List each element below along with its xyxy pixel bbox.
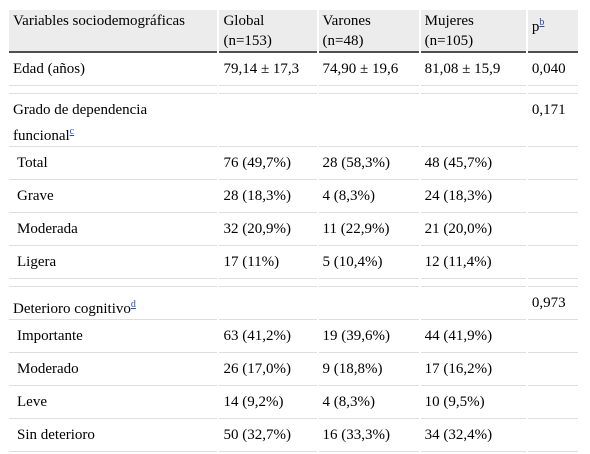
cell-men: 9 (18,8%) (318, 355, 419, 386)
dependencia-p: 0,171 (527, 96, 578, 147)
dependencia-women (420, 96, 526, 147)
header-global-n: (n=153) (223, 33, 272, 49)
edad-p: 0,040 (527, 55, 578, 86)
table-header-row: Variables sociodemográficas Global (n=153… (9, 10, 578, 53)
cell-women: 24 (18,3%) (420, 182, 526, 213)
cell-women: 10 (9,5%) (420, 388, 526, 419)
cell-women: 17 (16,2%) (420, 355, 526, 386)
edad-women: 81,08 ± 15,9 (420, 55, 526, 86)
cell-p (527, 322, 578, 353)
dependencia-label-line2: funcional (13, 128, 70, 144)
cell-men: 16 (33,3%) (318, 421, 419, 452)
sociodemographic-table: Variables sociodemográficas Global (n=153… (7, 8, 580, 454)
table-row: Grave 28 (18,3%) 4 (8,3%) 24 (18,3%) (9, 182, 578, 213)
header-women-name: Mujeres (424, 13, 474, 29)
table-row-dependencia: Grado de dependencia funcionalc 0,171 (9, 96, 578, 147)
cell-men: 4 (8,3%) (318, 182, 419, 213)
dependencia-label-line1: Grado de dependencia (13, 102, 148, 118)
cell-men: 19 (39,6%) (318, 322, 419, 353)
row-label: Grave (9, 182, 218, 213)
table-row: Moderada 32 (20,9%) 11 (22,9%) 21 (20,0%… (9, 215, 578, 246)
cell-p (527, 388, 578, 419)
cell-global: 32 (20,9%) (219, 215, 317, 246)
cell-men: 28 (58,3%) (318, 149, 419, 180)
row-label: Sin deterioro (9, 421, 218, 452)
footnote-b-link[interactable]: b (539, 17, 545, 28)
deterioro-men (318, 289, 419, 320)
cell-women: 12 (11,4%) (420, 248, 526, 279)
row-label: Ligera (9, 248, 218, 279)
cell-global: 28 (18,3%) (219, 182, 317, 213)
cell-men: 5 (10,4%) (318, 248, 419, 279)
cell-men: 11 (22,9%) (318, 215, 419, 246)
deterioro-global (219, 289, 317, 320)
section-spacer (9, 88, 578, 94)
header-women: Mujeres (n=105) (420, 10, 526, 53)
edad-label: Edad (años) (9, 55, 218, 86)
table-row: Total 76 (49,7%) 28 (58,3%) 48 (45,7%) (9, 149, 578, 180)
row-label: Leve (9, 388, 218, 419)
edad-global: 79,14 ± 17,3 (219, 55, 317, 86)
cell-women: 21 (20,0%) (420, 215, 526, 246)
table-row-edad: Edad (años) 79,14 ± 17,3 74,90 ± 19,6 81… (9, 55, 578, 86)
cell-p (527, 215, 578, 246)
cell-global: 50 (32,7%) (219, 421, 317, 452)
header-global: Global (n=153) (219, 10, 317, 53)
cell-women: 44 (41,9%) (420, 322, 526, 353)
deterioro-label-text: Deterioro cognitivo (13, 301, 131, 317)
table-row-deterioro: Deterioro cognitivod 0,973 (9, 289, 578, 320)
cell-p (527, 421, 578, 452)
footnote-c-link[interactable]: c (69, 126, 75, 137)
header-men-n: (n=48) (322, 33, 364, 49)
table-row: Ligera 17 (11%) 5 (10,4%) 12 (11,4%) (9, 248, 578, 279)
edad-men: 74,90 ± 19,6 (318, 55, 419, 86)
row-label: Moderado (9, 355, 218, 386)
dependencia-label: Grado de dependencia funcionalc (9, 96, 218, 147)
header-men: Varones (n=48) (318, 10, 419, 53)
cell-global: 14 (9,2%) (219, 388, 317, 419)
table-row: Sin deterioro 50 (32,7%) 16 (33,3%) 34 (… (9, 421, 578, 452)
cell-men: 4 (8,3%) (318, 388, 419, 419)
dependencia-men (318, 96, 419, 147)
table-row: Importante 63 (41,2%) 19 (39,6%) 44 (41,… (9, 322, 578, 353)
cell-women: 48 (45,7%) (420, 149, 526, 180)
cell-p (527, 149, 578, 180)
header-p: pb (527, 10, 578, 53)
header-p-label: p (531, 19, 540, 35)
footnote-d-link[interactable]: d (130, 299, 136, 310)
section-spacer (9, 281, 578, 287)
row-label: Total (9, 149, 218, 180)
cell-global: 26 (17,0%) (219, 355, 317, 386)
table-row: Moderado 26 (17,0%) 9 (18,8%) 17 (16,2%) (9, 355, 578, 386)
header-women-n: (n=105) (424, 33, 474, 49)
cell-global: 17 (11%) (219, 248, 317, 279)
cell-p (527, 248, 578, 279)
cell-global: 63 (41,2%) (219, 322, 317, 353)
cell-global: 76 (49,7%) (219, 149, 317, 180)
deterioro-p: 0,973 (527, 289, 578, 320)
deterioro-women (420, 289, 526, 320)
table-row: Leve 14 (9,2%) 4 (8,3%) 10 (9,5%) (9, 388, 578, 419)
deterioro-label: Deterioro cognitivod (9, 289, 218, 320)
header-global-name: Global (223, 13, 265, 29)
cell-women: 34 (32,4%) (420, 421, 526, 452)
cell-p (527, 355, 578, 386)
cell-p (527, 182, 578, 213)
header-men-name: Varones (322, 13, 371, 29)
dependencia-global (219, 96, 317, 147)
header-variables: Variables sociodemográficas (9, 10, 218, 53)
row-label: Importante (9, 322, 218, 353)
row-label: Moderada (9, 215, 218, 246)
